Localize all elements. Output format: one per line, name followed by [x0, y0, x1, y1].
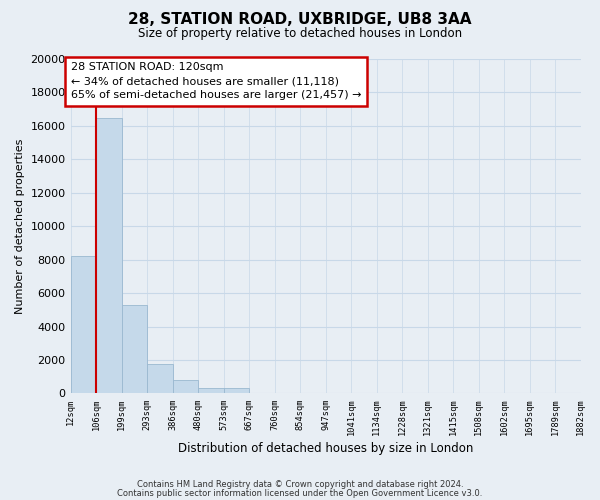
Bar: [71, 256, 96, 394]
Bar: [198, 388, 224, 394]
Bar: [147, 364, 173, 394]
Bar: [173, 380, 198, 394]
Y-axis label: Number of detached properties: Number of detached properties: [15, 138, 25, 314]
Bar: [96, 118, 122, 394]
X-axis label: Distribution of detached houses by size in London: Distribution of detached houses by size …: [178, 442, 473, 455]
Text: 28 STATION ROAD: 120sqm
← 34% of detached houses are smaller (11,118)
65% of sem: 28 STATION ROAD: 120sqm ← 34% of detache…: [71, 62, 361, 100]
Text: Contains public sector information licensed under the Open Government Licence v3: Contains public sector information licen…: [118, 488, 482, 498]
Bar: [224, 388, 249, 394]
Text: Contains HM Land Registry data © Crown copyright and database right 2024.: Contains HM Land Registry data © Crown c…: [137, 480, 463, 489]
Text: 28, STATION ROAD, UXBRIDGE, UB8 3AA: 28, STATION ROAD, UXBRIDGE, UB8 3AA: [128, 12, 472, 28]
Text: Size of property relative to detached houses in London: Size of property relative to detached ho…: [138, 28, 462, 40]
Bar: [122, 305, 147, 394]
